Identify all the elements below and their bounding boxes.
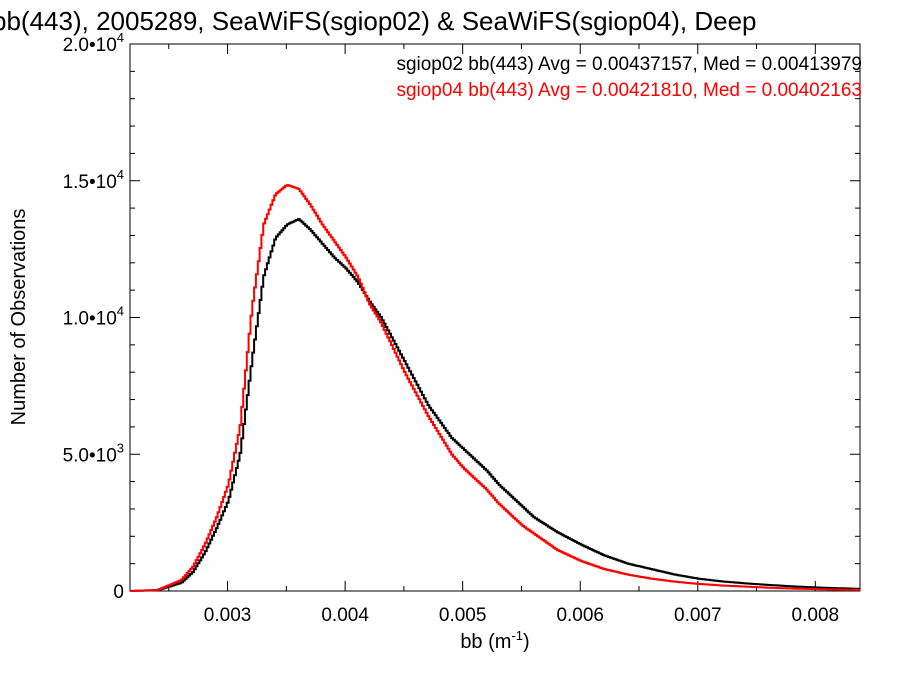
y-tick-label: 0 <box>113 582 124 603</box>
chart-title: bb(443), 2005289, SeaWiFS(sgiop02) & Sea… <box>0 6 757 36</box>
series-line-sgiop02 <box>130 218 860 592</box>
y-tick-label: 2.0•104 <box>63 30 124 56</box>
y-tick-label: 5.0•103 <box>63 440 124 466</box>
x-tick-label: 0.003 <box>204 605 252 626</box>
x-tick-label: 0.006 <box>556 605 604 626</box>
x-tick-label: 0.008 <box>792 605 840 626</box>
series-group <box>130 184 860 592</box>
plot-frame <box>129 43 861 592</box>
y-tick-label: 1.5•104 <box>63 167 124 193</box>
legend-entry-sgiop02: sgiop02 bb(443) Avg = 0.00437157, Med = … <box>396 54 862 75</box>
series-line-sgiop04 <box>130 184 860 592</box>
x-tick-label: 0.007 <box>674 605 722 626</box>
x-axis-label-sup: -1 <box>511 628 523 643</box>
x-axis-label-main: bb (m <box>460 631 511 653</box>
axis-ticks <box>130 43 860 592</box>
legend-entry-sgiop04: sgiop04 bb(443) Avg = 0.00421810, Med = … <box>396 80 862 101</box>
x-axis-label: bb (m-1) <box>460 628 529 653</box>
y-tick-labels: 0 5.0•103 1.0•104 1.5•104 2.0•104 <box>63 30 124 603</box>
x-tick-labels: 0.003 0.004 0.005 0.006 0.007 0.008 <box>204 605 839 626</box>
x-tick-label: 0.005 <box>439 605 487 626</box>
x-axis-label-close: ) <box>523 631 530 653</box>
y-axis-label: Number of Observations <box>8 209 30 426</box>
y-tick-label: 1.0•104 <box>63 304 124 330</box>
x-tick-label: 0.004 <box>321 605 369 626</box>
